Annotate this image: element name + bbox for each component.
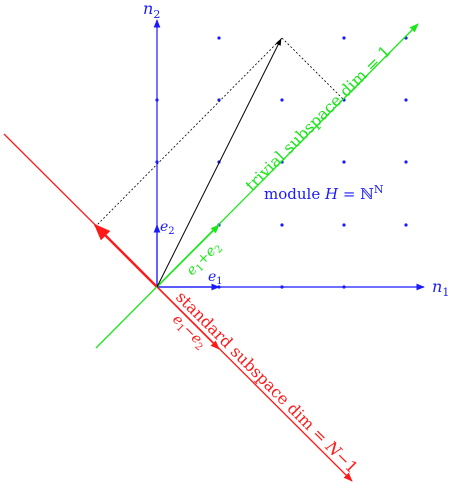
- lattice-point: [404, 160, 408, 164]
- lattice-point: [280, 223, 284, 227]
- standard-label-text: standard subspace dim =: [172, 287, 335, 450]
- e2-label: e2: [160, 219, 175, 237]
- n2-subscript: 2: [153, 8, 160, 21]
- lattice-point: [404, 98, 408, 102]
- trivial-subspace-line: [95, 23, 419, 349]
- e1-base: e: [208, 269, 216, 285]
- module-superscript: N: [374, 183, 384, 196]
- trivial-subspace-label: trivial subspace dim = 1: [241, 42, 394, 195]
- standard-projection-vector: [93, 223, 158, 288]
- module-prefix: module: [264, 185, 325, 203]
- n1-subscript: 1: [442, 286, 449, 299]
- e1-label: e1: [208, 269, 223, 287]
- e1-minus-e2-vector: [156, 286, 220, 350]
- e2-subscript: 2: [168, 226, 174, 237]
- lattice-point: [404, 223, 408, 227]
- module-set: ℕ: [360, 185, 374, 203]
- projection-line-standard: [96, 37, 283, 226]
- n1-base: n: [432, 277, 442, 296]
- e1-plus-e2-vector: [156, 224, 220, 288]
- n1-axis-label: n1: [432, 277, 449, 299]
- e1-subscript: 1: [216, 276, 222, 287]
- module-label: module H = ℕN: [264, 183, 384, 203]
- lattice-point: [342, 223, 346, 227]
- module-equals: =: [338, 185, 360, 203]
- point-vector: [156, 38, 282, 288]
- module-symbol: H: [324, 185, 339, 203]
- lattice-point: [342, 160, 346, 164]
- projection-line-trivial: [281, 37, 345, 101]
- n2-base: n: [143, 0, 153, 18]
- lattice-point: [217, 36, 221, 40]
- lattice-point: [342, 36, 346, 40]
- e2-base: e: [160, 219, 168, 235]
- standard-subspace-label: standard subspace dim = N−1: [172, 287, 362, 477]
- lattice-point: [280, 98, 284, 102]
- e1-plus-e2-label: e1+e2: [184, 238, 226, 280]
- n2-axis-label: n2: [143, 0, 160, 21]
